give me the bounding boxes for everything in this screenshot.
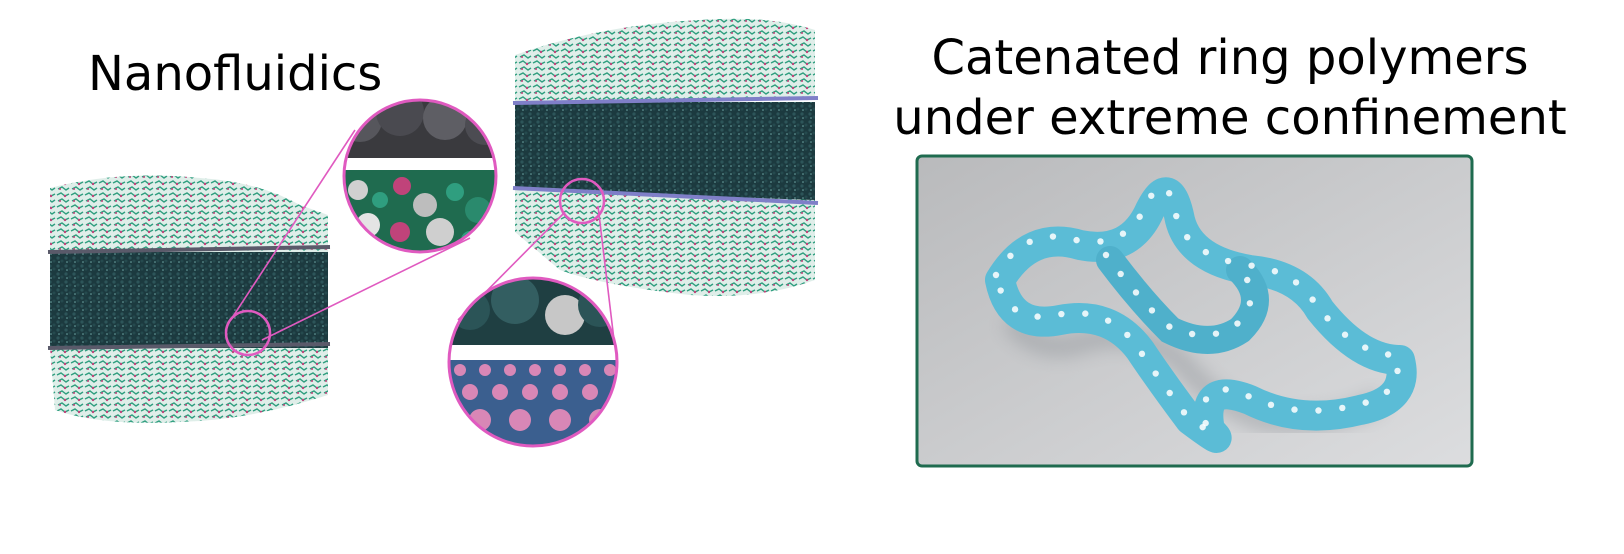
ring-bead-glint <box>1324 315 1331 322</box>
left-slab-top-polymer <box>50 175 328 252</box>
right-zoom-source-circle <box>558 177 606 225</box>
ring-bead-glint <box>1073 236 1080 244</box>
ring-bead-glint <box>1148 307 1156 314</box>
ring-bead-glint <box>1138 350 1146 358</box>
ring-bead-glint <box>1184 233 1191 241</box>
right-slab-bottom-polymer <box>515 190 815 296</box>
ring-bead-glint <box>1180 409 1188 416</box>
ring-bead-glint <box>1011 306 1019 313</box>
left-graphene-sheet-bottom <box>47 342 331 350</box>
ring-bead-glint <box>1166 389 1173 397</box>
ring-bead-glint <box>1384 351 1392 358</box>
right-slab-water <box>515 102 815 200</box>
ring-polymers-title-line2: under extreme confinement <box>893 90 1567 146</box>
ring-bead-glint <box>1007 252 1014 260</box>
ring-bead-glint <box>1212 330 1220 337</box>
ring-bead-glint <box>1222 386 1229 393</box>
ring-bead-glint <box>1173 212 1180 220</box>
zoom-bottom-circle-outline <box>447 276 619 448</box>
ring-bead-glint <box>1339 404 1346 412</box>
ring-bead-glint <box>1148 192 1155 199</box>
ring-bead-glint <box>1292 279 1300 286</box>
ring-polymer-panel <box>915 154 1474 468</box>
left-slab-graphic <box>47 175 331 423</box>
ring-bead-glint <box>1271 268 1279 275</box>
ring-bead-glint <box>1049 233 1057 240</box>
left-slab-bottom-polymer <box>50 348 328 423</box>
left-zoom-source-circle <box>224 309 272 357</box>
ring-bead-glint <box>1119 230 1127 237</box>
right-slab-graphic <box>512 18 819 296</box>
nanofluidics-title: Nanofluidics <box>88 46 383 102</box>
ring-bead-glint <box>1097 238 1104 245</box>
ring-polymers-title-line1: Catenated ring polymers <box>931 30 1529 86</box>
ring-bead-glint <box>1188 330 1196 338</box>
ring-bead-glint <box>1202 248 1210 256</box>
ring-bead-glint <box>997 287 1004 294</box>
zoom-top-circle-outline <box>342 98 498 254</box>
ring-bead-glint <box>1104 317 1112 324</box>
ring-bead-glint <box>1165 190 1173 197</box>
ring-bead-glint <box>1234 320 1241 327</box>
ring-bead-glint <box>1166 323 1173 330</box>
ring-bead-glint <box>1124 331 1131 339</box>
ring-bead-glint <box>1199 423 1206 431</box>
ring-bead-glint <box>1152 370 1159 377</box>
ring-bead-glint <box>1117 270 1124 278</box>
ring-bead-glint <box>1248 262 1255 269</box>
ring-bead-highlights <box>992 190 1401 431</box>
ring-bead-glint <box>1383 388 1391 395</box>
ring-bead-glint <box>1315 407 1322 414</box>
right-slab-top-polymer <box>515 18 815 102</box>
ring-bead-glint <box>1309 296 1316 303</box>
left-slab-water <box>50 252 328 348</box>
ring-bead-glint <box>1082 310 1089 317</box>
zoom-top-interface <box>342 98 498 254</box>
ring-bead-glint <box>1291 406 1298 413</box>
zoom-bottom-interface <box>447 276 619 448</box>
ring-bead-glint <box>1362 399 1369 406</box>
ring-bead-glint <box>1394 367 1401 375</box>
ring-bead-glint <box>1245 393 1252 400</box>
ring-bead-glint <box>1244 276 1251 284</box>
ring-bead-glint <box>1102 251 1110 259</box>
ring-bead-glint <box>1267 401 1275 409</box>
right-hbn-sheet-top <box>512 96 819 105</box>
ring-bead-glint <box>1341 331 1349 338</box>
ring-bead-glint <box>1132 289 1140 296</box>
ring-bead-glint <box>1034 313 1041 320</box>
ring-bead-glint <box>1058 310 1065 318</box>
ring-polymers-title: Catenated ring polymers under extreme co… <box>850 28 1610 148</box>
ring-bead-glint <box>1224 257 1232 265</box>
left-graphene-sheet-top <box>47 245 331 254</box>
ring-bead-glint <box>1246 300 1254 307</box>
ring-bead-glint <box>1362 344 1369 351</box>
ring-bead-glint <box>1136 213 1143 220</box>
ring-bead-glint <box>1026 238 1033 246</box>
ring-bead-glint <box>992 271 1000 279</box>
ring-bead-glint <box>1202 396 1210 403</box>
